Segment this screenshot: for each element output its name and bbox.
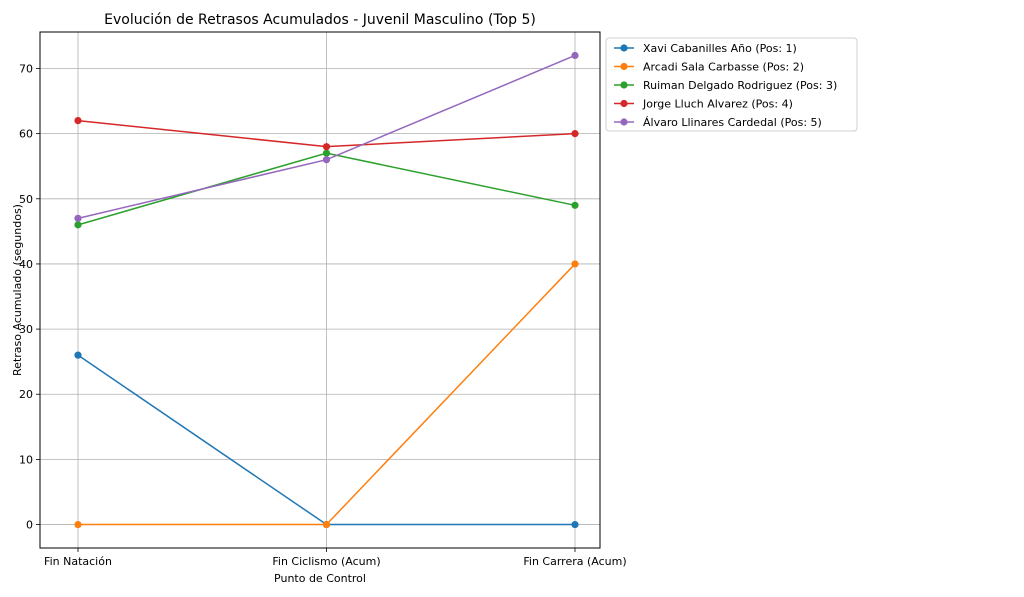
legend-label: Xavi Cabanilles Año (Pos: 1)	[643, 42, 797, 55]
legend-item: Ruiman Delgado Rodriguez (Pos: 3)	[614, 79, 837, 92]
data-point	[571, 260, 579, 268]
data-point	[74, 117, 82, 125]
data-point	[571, 201, 579, 209]
legend-marker	[620, 62, 628, 71]
data-point	[74, 214, 82, 222]
legend-marker	[620, 99, 628, 108]
plot-frame	[39, 31, 601, 549]
series-4	[74, 117, 579, 151]
y-tick-label: 30	[19, 323, 33, 336]
y-tick-label: 0	[26, 519, 33, 532]
data-point	[74, 351, 82, 359]
legend-label: Ruiman Delgado Rodriguez (Pos: 3)	[643, 79, 837, 92]
legend-item: Arcadi Sala Carbasse (Pos: 2)	[614, 61, 804, 74]
x-tick-label: Fin Natación	[44, 555, 112, 568]
legend-item: Xavi Cabanilles Año (Pos: 1)	[614, 42, 797, 55]
y-tick-label: 50	[19, 193, 33, 206]
legend-item: Álvaro Llinares Cardedal (Pos: 5)	[614, 116, 822, 129]
y-tick-label: 40	[19, 258, 33, 271]
series-2	[74, 260, 579, 529]
legend-box	[605, 37, 858, 132]
data-point	[322, 156, 331, 164]
y-tick-label: 20	[19, 388, 33, 401]
legend-label: Álvaro Llinares Cardedal (Pos: 5)	[643, 116, 822, 129]
legend-label: Jorge Lluch Alvarez (Pos: 4)	[642, 98, 793, 111]
x-tick-label: Fin Ciclismo (Acum)	[272, 555, 380, 568]
data-point	[322, 143, 331, 151]
data-point	[74, 221, 82, 229]
y-tick-label: 70	[19, 62, 33, 75]
y-axis-title: Retraso Acumulado (segundos)	[11, 204, 24, 376]
legend: Xavi Cabanilles Año (Pos: 1) Arcadi Sala …	[605, 37, 858, 132]
data-point	[322, 520, 331, 529]
data-point	[571, 520, 579, 529]
y-tick-label: 10	[19, 453, 33, 466]
data-point	[571, 51, 579, 60]
legend-marker	[620, 44, 628, 52]
legend-marker	[620, 118, 628, 126]
legend-marker	[620, 81, 628, 89]
data-point	[74, 520, 82, 529]
series-3	[74, 149, 579, 229]
x-axis-title: Punto de Control	[274, 572, 366, 585]
x-tick-label: Fin Carrera (Acum)	[523, 555, 626, 568]
y-tick-label: 60	[19, 128, 33, 141]
grid-lines	[40, 32, 600, 548]
legend-item: Jorge Lluch Alvarez (Pos: 4)	[614, 98, 793, 111]
axis-ticks: 0 10 20 30 40 50 60 70 Fin Natación Fin Ciclismo …	[19, 62, 627, 568]
data-point	[571, 130, 579, 138]
data-point	[322, 149, 331, 157]
series-5	[74, 51, 579, 222]
legend-label: Arcadi Sala Carbasse (Pos: 2)	[643, 61, 804, 74]
chart-title: Evolución de Retrasos Acumulados - Juven…	[104, 12, 536, 28]
series-group	[74, 51, 579, 529]
